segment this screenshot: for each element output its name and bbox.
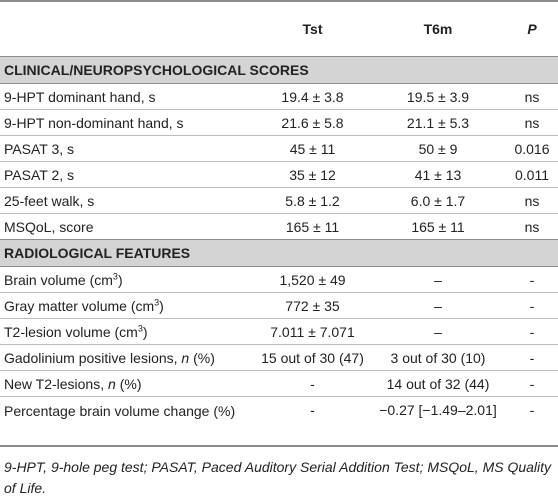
row-p-value: ns bbox=[524, 114, 540, 131]
row-tst-value: - bbox=[310, 402, 315, 418]
row-p-value: 0.011 bbox=[515, 166, 549, 183]
row-t6m-value: 50 ± 9 bbox=[418, 140, 458, 157]
row-t6m-value: – bbox=[434, 323, 442, 340]
row-divider bbox=[0, 135, 558, 136]
row-t6m-value: 21.1 ± 5.3 bbox=[406, 114, 470, 131]
row-label: PASAT 3, s bbox=[4, 140, 75, 157]
row-label: MSQoL, score bbox=[4, 218, 94, 235]
row-p-value: ns bbox=[524, 192, 540, 209]
row-tst-value: 772 ± 35 bbox=[285, 297, 340, 314]
row-label-suffix: ) bbox=[159, 297, 164, 314]
row-label: 9-HPT dominant hand, s bbox=[4, 88, 156, 105]
row-label: Brain volume (cm3) bbox=[0, 270, 255, 288]
table-header-row: Tst T6m P bbox=[0, 2, 558, 56]
row-divider bbox=[0, 396, 558, 397]
row-tst-value: 1,520 ± 49 bbox=[279, 271, 346, 288]
row-label-suffix: ) bbox=[142, 323, 148, 340]
row-label: PASAT 2, s bbox=[4, 166, 75, 183]
row-label: Percentage brain volume change (%) bbox=[4, 403, 236, 419]
row-divider bbox=[0, 344, 558, 345]
table-row: 9-HPT dominant hand, s 19.4 ± 3.8 19.5 ±… bbox=[0, 84, 558, 109]
row-label-text: Gray matter volume (cm bbox=[4, 297, 155, 314]
row-tst-value: 19.4 ± 3.8 bbox=[281, 88, 344, 105]
row-p-value: ns bbox=[524, 218, 540, 235]
table-row: Brain volume (cm3) 1,520 ± 49 – - bbox=[0, 267, 558, 292]
table-row: 9-HPT non-dominant hand, s 21.6 ± 5.8 21… bbox=[0, 110, 558, 135]
row-tst-value: 21.6 ± 5.8 bbox=[281, 114, 344, 131]
table-row: 25-feet walk, s 5.8 ± 1.2 6.0 ± 1.7 ns bbox=[0, 188, 558, 213]
table-row: MSQoL, score 165 ± 11 165 ± 11 ns bbox=[0, 214, 558, 239]
table-row: Percentage brain volume change (%) - −0.… bbox=[0, 397, 558, 445]
row-label-superscript: 3 bbox=[112, 270, 118, 281]
row-divider bbox=[0, 213, 558, 214]
row-divider bbox=[0, 161, 558, 162]
row-t6m-value: – bbox=[434, 297, 442, 314]
row-p-value: - bbox=[529, 375, 535, 392]
row-p-value: 0.016 bbox=[514, 140, 550, 157]
row-divider bbox=[0, 187, 558, 188]
row-label-text: T2-lesion volume (cm bbox=[4, 323, 138, 340]
row-label-text: Gadolinium positive lesions, bbox=[4, 349, 182, 366]
row-t6m-value: – bbox=[434, 271, 442, 288]
row-t6m-value: 3 out of 30 (10) bbox=[390, 349, 486, 366]
row-t6m-value: 14 out of 32 (44) bbox=[386, 375, 490, 392]
row-p-value: ns bbox=[524, 88, 540, 105]
header-col-p: P bbox=[527, 21, 537, 37]
row-label: T2-lesion volume (cm3) bbox=[0, 322, 255, 340]
row-p-value: - bbox=[529, 297, 535, 314]
row-label-text: New T2-lesions, bbox=[4, 375, 109, 392]
header-col-t6m: T6m bbox=[423, 21, 453, 37]
row-p-value: - bbox=[529, 271, 535, 288]
section-header-clinical: CLINICAL/NEUROPSYCHOLOGICAL SCORES bbox=[0, 56, 558, 84]
table-row: New T2-lesions, n (%) - 14 out of 32 (44… bbox=[0, 371, 558, 396]
row-divider bbox=[0, 109, 558, 110]
row-tst-value: 5.8 ± 1.2 bbox=[285, 192, 340, 209]
row-p-value: - bbox=[529, 323, 535, 340]
row-label-superscript: 3 bbox=[154, 296, 160, 307]
row-tst-value: 35 ± 12 bbox=[289, 166, 336, 183]
row-tst-value: 15 out of 30 (47) bbox=[261, 349, 364, 366]
table-row: PASAT 3, s 45 ± 11 50 ± 9 0.016 bbox=[0, 136, 558, 161]
row-label-text: Brain volume (cm bbox=[4, 271, 113, 288]
row-label-suffix: (%) bbox=[189, 349, 215, 366]
row-tst-value: 7.011 ± 7.071 bbox=[270, 323, 355, 340]
row-t6m-value: 41 ± 13 bbox=[414, 166, 462, 183]
table-row: Gadolinium positive lesions, n (%) 15 ou… bbox=[0, 345, 558, 370]
table-row: T2-lesion volume (cm3) 7.011 ± 7.071 – - bbox=[0, 319, 558, 344]
row-divider bbox=[0, 370, 558, 371]
row-tst-value: 45 ± 11 bbox=[289, 140, 336, 157]
row-p-value: - bbox=[529, 349, 535, 366]
row-label-italic: n bbox=[108, 375, 116, 392]
row-t6m-value: 6.0 ± 1.7 bbox=[410, 192, 466, 209]
row-label-suffix: (%) bbox=[115, 375, 142, 392]
header-col-tst: Tst bbox=[302, 21, 323, 37]
row-p-value: - bbox=[529, 402, 535, 418]
table-row: Gray matter volume (cm3) 772 ± 35 – - bbox=[0, 293, 558, 318]
row-label: 25-feet walk, s bbox=[4, 192, 95, 209]
row-divider bbox=[0, 318, 558, 319]
row-t6m-value: 19.5 ± 3.9 bbox=[406, 88, 470, 105]
section-header-radiological: RADIOLOGICAL FEATURES bbox=[0, 239, 558, 267]
row-label-suffix: ) bbox=[117, 271, 123, 288]
row-label: New T2-lesions, n (%) bbox=[0, 376, 255, 392]
row-label: Gadolinium positive lesions, n (%) bbox=[0, 350, 255, 366]
row-t6m-value: 165 ± 11 bbox=[411, 218, 465, 235]
row-label-italic: n bbox=[181, 349, 190, 366]
table-row: PASAT 2, s 35 ± 12 41 ± 13 0.011 bbox=[0, 162, 558, 187]
row-label: Gray matter volume (cm3) bbox=[0, 296, 255, 314]
row-label: 9-HPT non-dominant hand, s bbox=[4, 114, 184, 131]
row-tst-value: - bbox=[310, 375, 315, 392]
row-divider bbox=[0, 292, 558, 293]
row-t6m-value: −0.27 [−1.49–2.01] bbox=[379, 402, 497, 418]
row-tst-value: 165 ± 11 bbox=[285, 218, 340, 235]
row-label-superscript: 3 bbox=[137, 322, 143, 333]
table-bottom-rule bbox=[0, 445, 558, 447]
table-top-rule bbox=[0, 0, 558, 2]
table-footnote: 9-HPT, 9-hole peg test; PASAT, Paced Aud… bbox=[4, 459, 552, 496]
